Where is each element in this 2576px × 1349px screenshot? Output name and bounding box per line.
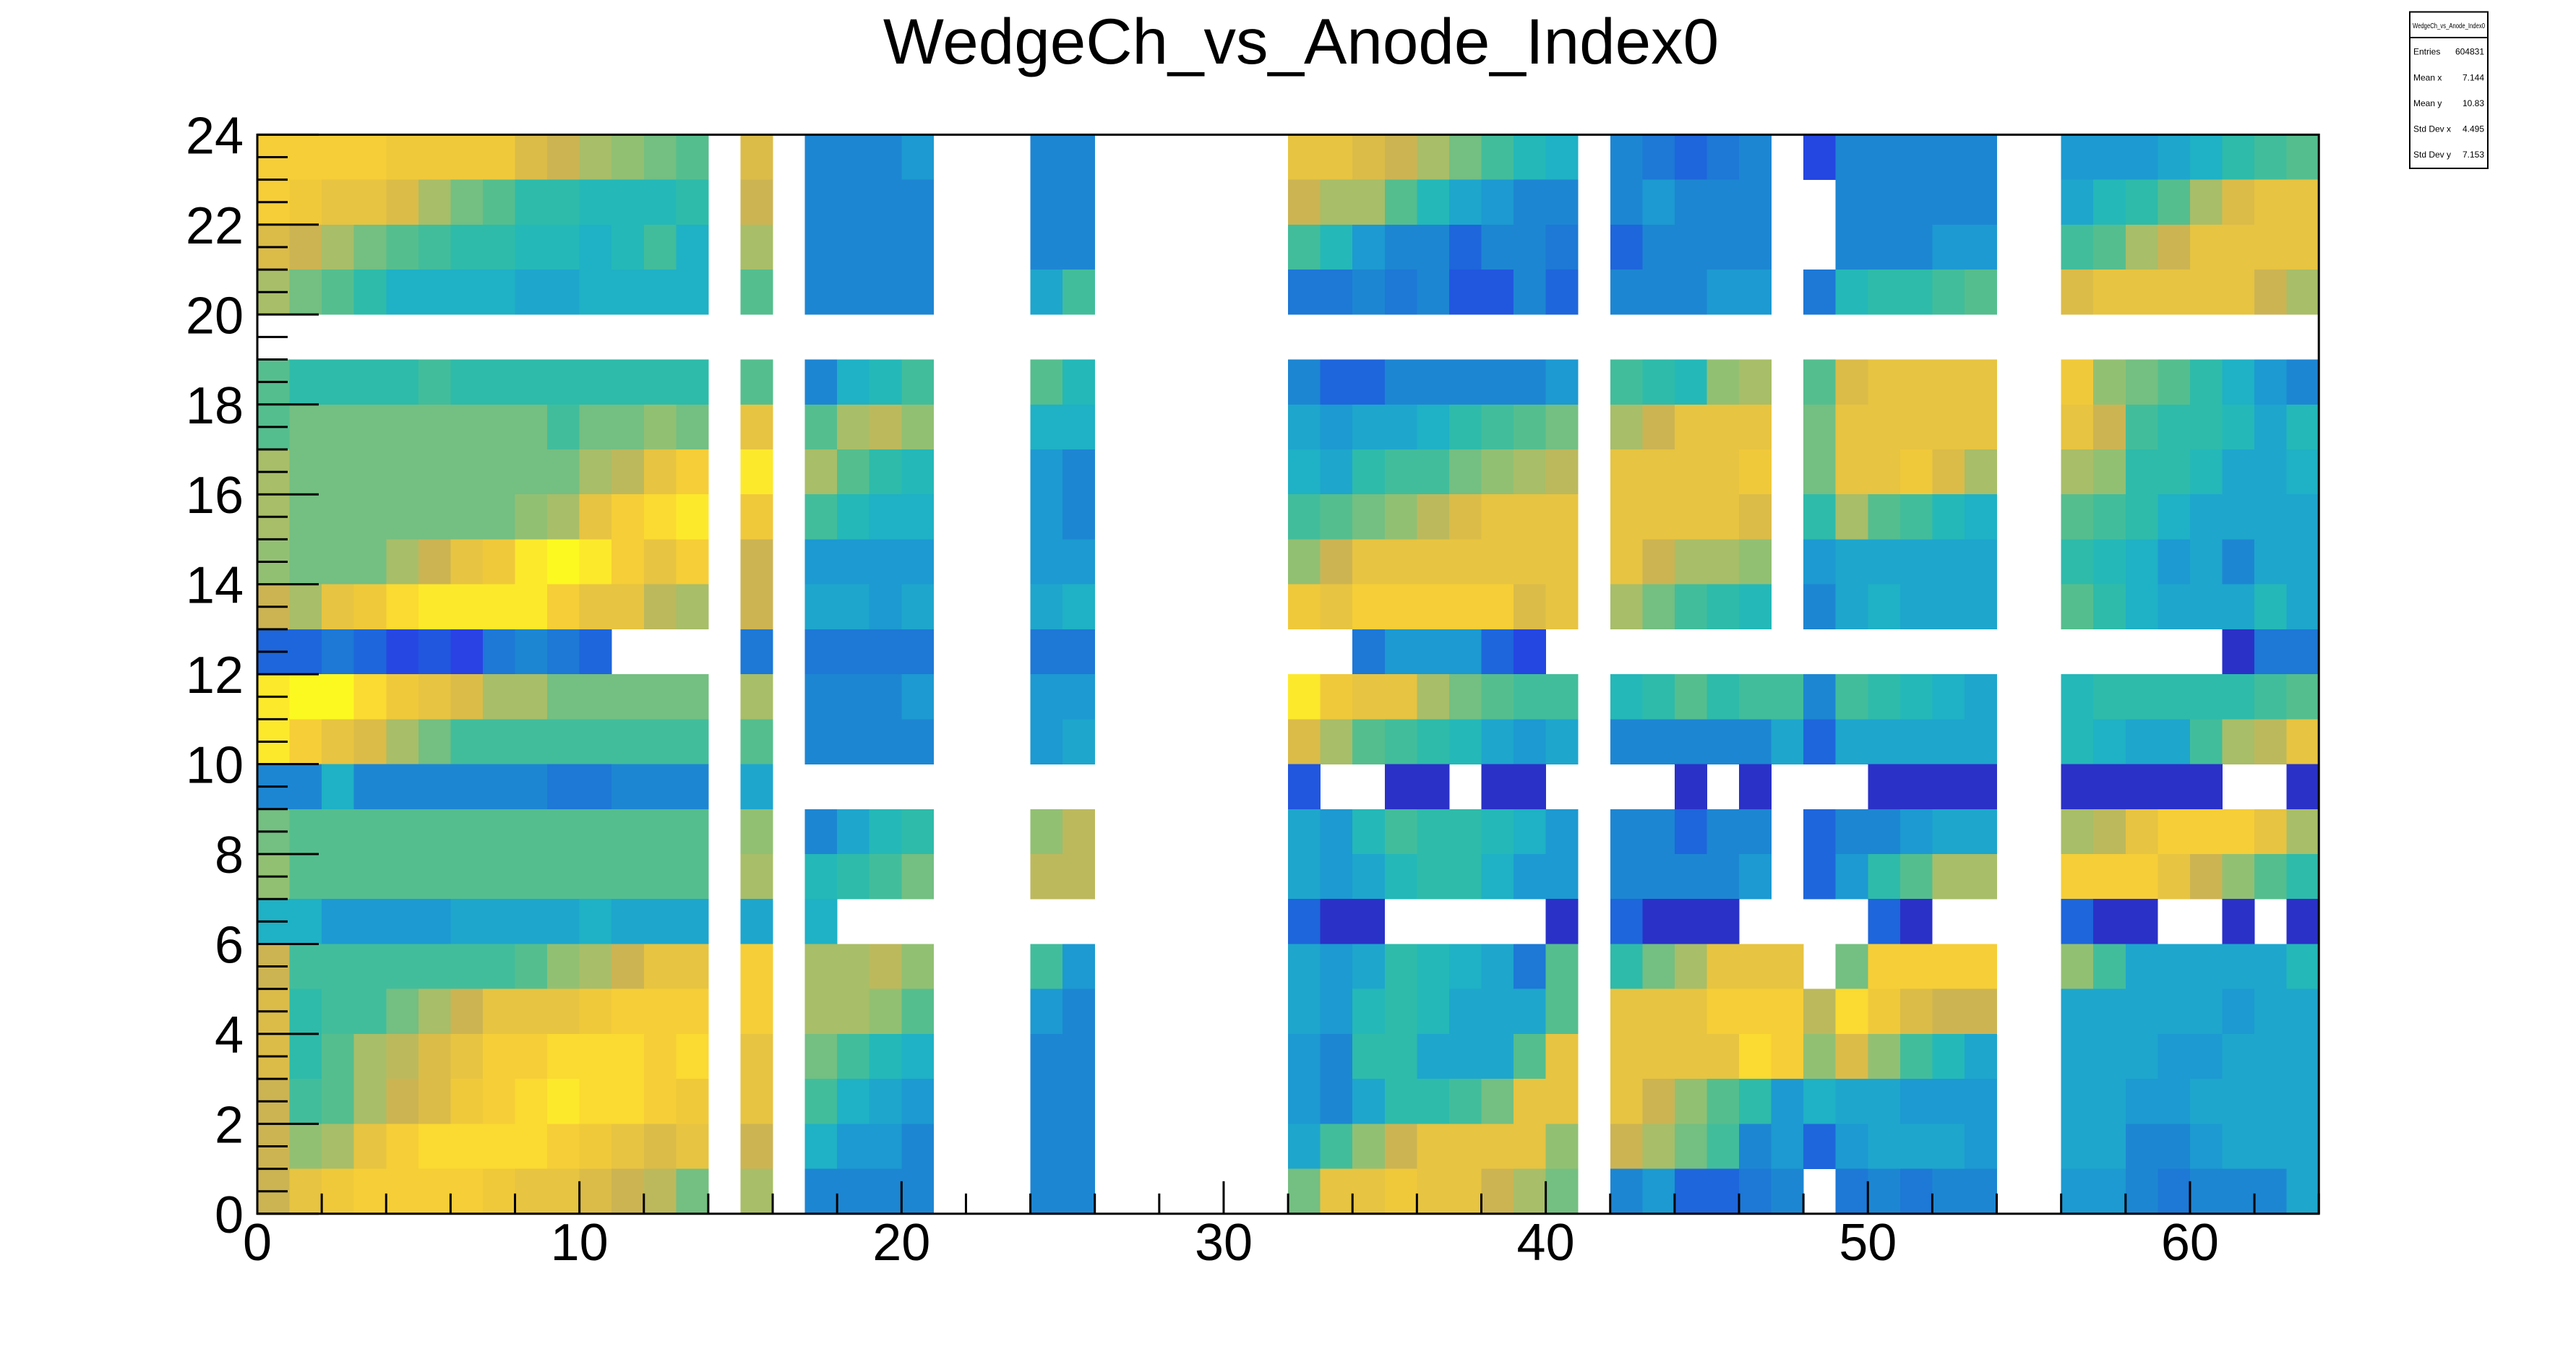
svg-text:Std Dev x: Std Dev x bbox=[2413, 124, 2451, 134]
svg-text:Mean x: Mean x bbox=[2413, 73, 2442, 83]
svg-text:WedgeCh_vs_Anode_Index0: WedgeCh_vs_Anode_Index0 bbox=[883, 5, 1719, 77]
svg-text:14: 14 bbox=[186, 557, 244, 615]
svg-text:12: 12 bbox=[186, 647, 244, 704]
svg-text:Std Dev y: Std Dev y bbox=[2413, 150, 2451, 160]
svg-text:50: 50 bbox=[1839, 1214, 1897, 1272]
svg-text:60: 60 bbox=[2161, 1214, 2219, 1272]
svg-text:4.495: 4.495 bbox=[2463, 124, 2484, 134]
svg-text:0: 0 bbox=[243, 1214, 272, 1272]
svg-text:40: 40 bbox=[1517, 1214, 1575, 1272]
svg-text:8: 8 bbox=[215, 827, 244, 884]
svg-text:10.83: 10.83 bbox=[2463, 98, 2484, 108]
svg-text:0: 0 bbox=[215, 1186, 244, 1244]
svg-text:18: 18 bbox=[186, 377, 244, 435]
svg-text:20: 20 bbox=[872, 1214, 930, 1272]
svg-text:6: 6 bbox=[215, 917, 244, 975]
svg-text:604831: 604831 bbox=[2455, 47, 2484, 57]
svg-text:20: 20 bbox=[186, 287, 244, 345]
svg-text:22: 22 bbox=[186, 197, 244, 255]
svg-text:7.153: 7.153 bbox=[2463, 150, 2484, 160]
svg-text:Mean y: Mean y bbox=[2413, 98, 2442, 108]
svg-text:16: 16 bbox=[186, 467, 244, 525]
svg-text:24: 24 bbox=[186, 107, 244, 165]
svg-text:30: 30 bbox=[1195, 1214, 1253, 1272]
svg-text:4: 4 bbox=[215, 1007, 244, 1064]
svg-text:10: 10 bbox=[186, 737, 244, 795]
svg-text:Entries: Entries bbox=[2413, 47, 2440, 57]
svg-text:WedgeCh_vs_Anode_Index0: WedgeCh_vs_Anode_Index0 bbox=[2413, 22, 2485, 30]
svg-text:2: 2 bbox=[215, 1096, 244, 1154]
svg-text:7.144: 7.144 bbox=[2463, 73, 2484, 83]
svg-text:10: 10 bbox=[551, 1214, 609, 1272]
